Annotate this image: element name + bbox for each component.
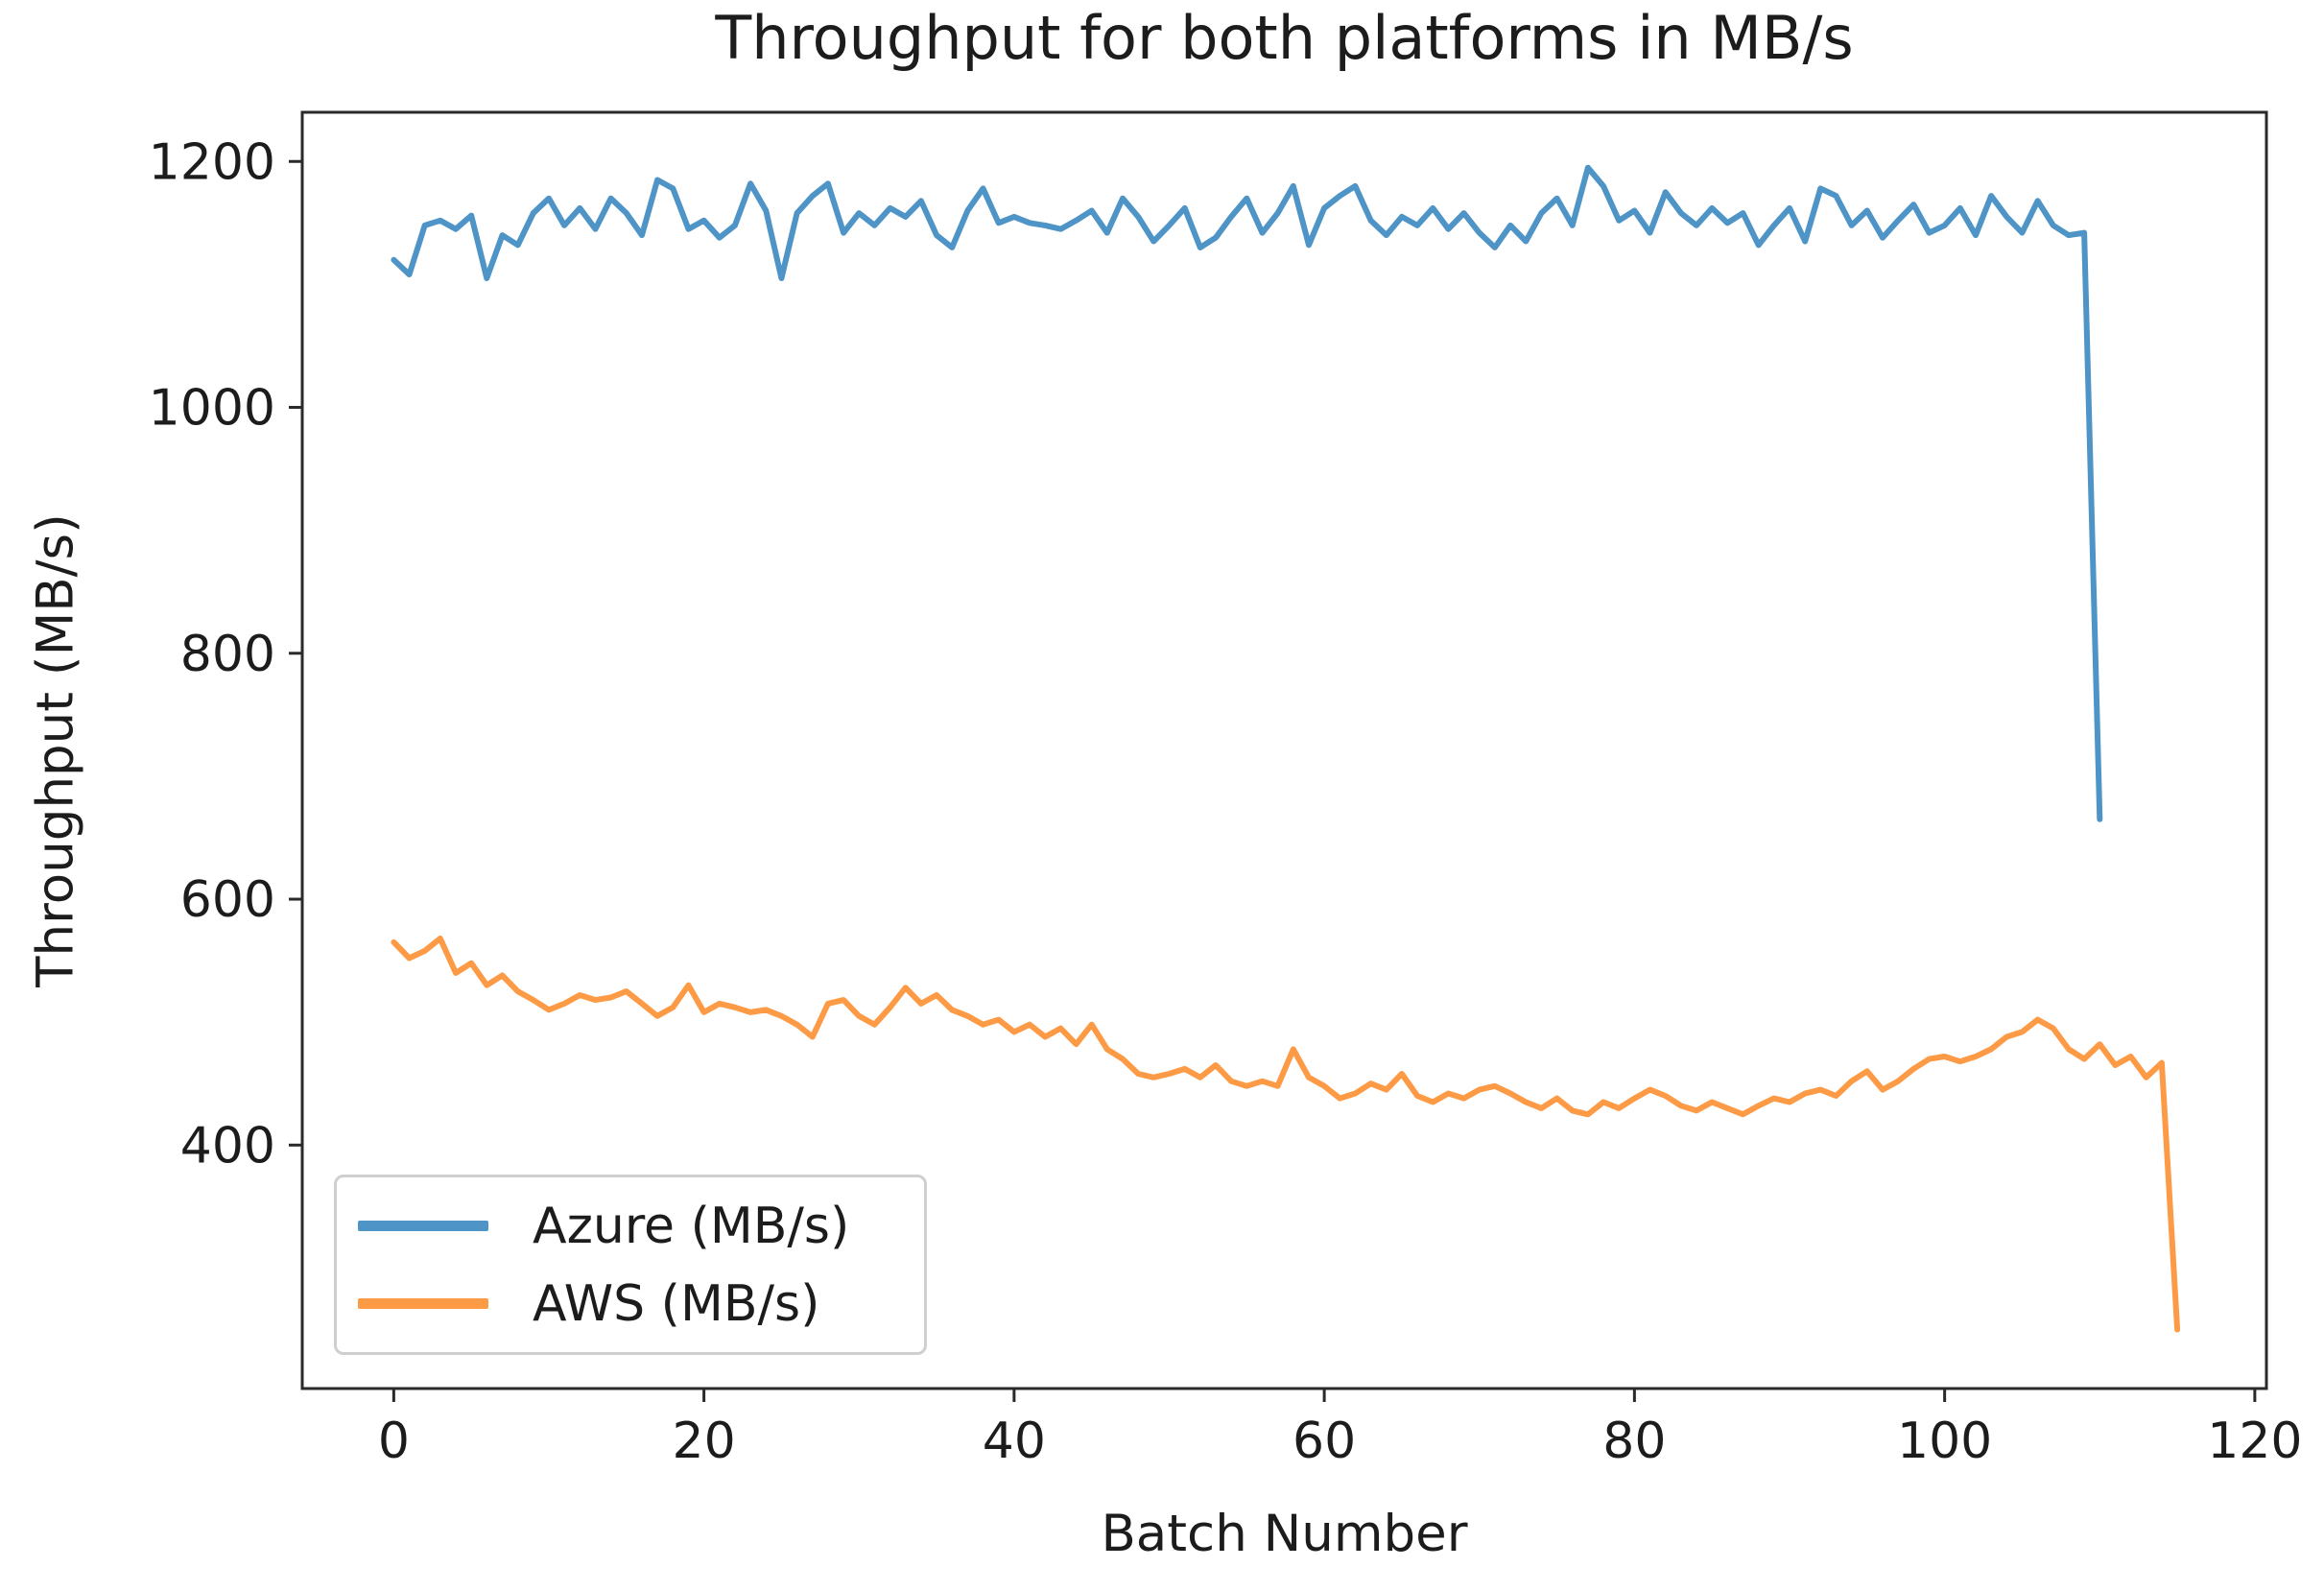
- x-tick-label: 40: [983, 1413, 1046, 1470]
- x-tick-label: 60: [1292, 1413, 1356, 1470]
- y-tick-label: 1000: [149, 380, 275, 438]
- x-tick-label: 0: [378, 1413, 410, 1470]
- legend-label-azure: Azure (MB/s): [533, 1197, 850, 1255]
- axes-frame: [300, 110, 2268, 1390]
- azure-line: [391, 164, 2103, 822]
- y-tick-label: 400: [180, 1117, 275, 1175]
- legend: Azure (MB/s) AWS (MB/s): [334, 1175, 927, 1355]
- legend-swatch-azure: [358, 1221, 488, 1231]
- x-tick-label: 80: [1602, 1413, 1666, 1470]
- x-tick-label: 20: [673, 1413, 736, 1470]
- x-tick-label: 100: [1897, 1413, 1992, 1470]
- x-axis-label: Batch Number: [1101, 1505, 1468, 1563]
- legend-item-azure: Azure (MB/s): [358, 1198, 924, 1255]
- legend-label-aws: AWS (MB/s): [533, 1274, 820, 1333]
- legend-swatch-aws: [358, 1298, 488, 1309]
- aws-line: [391, 936, 2181, 1333]
- legend-item-aws: AWS (MB/s): [358, 1275, 924, 1333]
- y-tick-label: 600: [180, 871, 275, 929]
- y-tick-label: 800: [180, 626, 275, 683]
- y-tick-label: 1200: [149, 133, 275, 191]
- x-tick-label: 120: [2207, 1413, 2302, 1470]
- chart-title: Throughput for both platforms in MB/s: [715, 3, 1854, 73]
